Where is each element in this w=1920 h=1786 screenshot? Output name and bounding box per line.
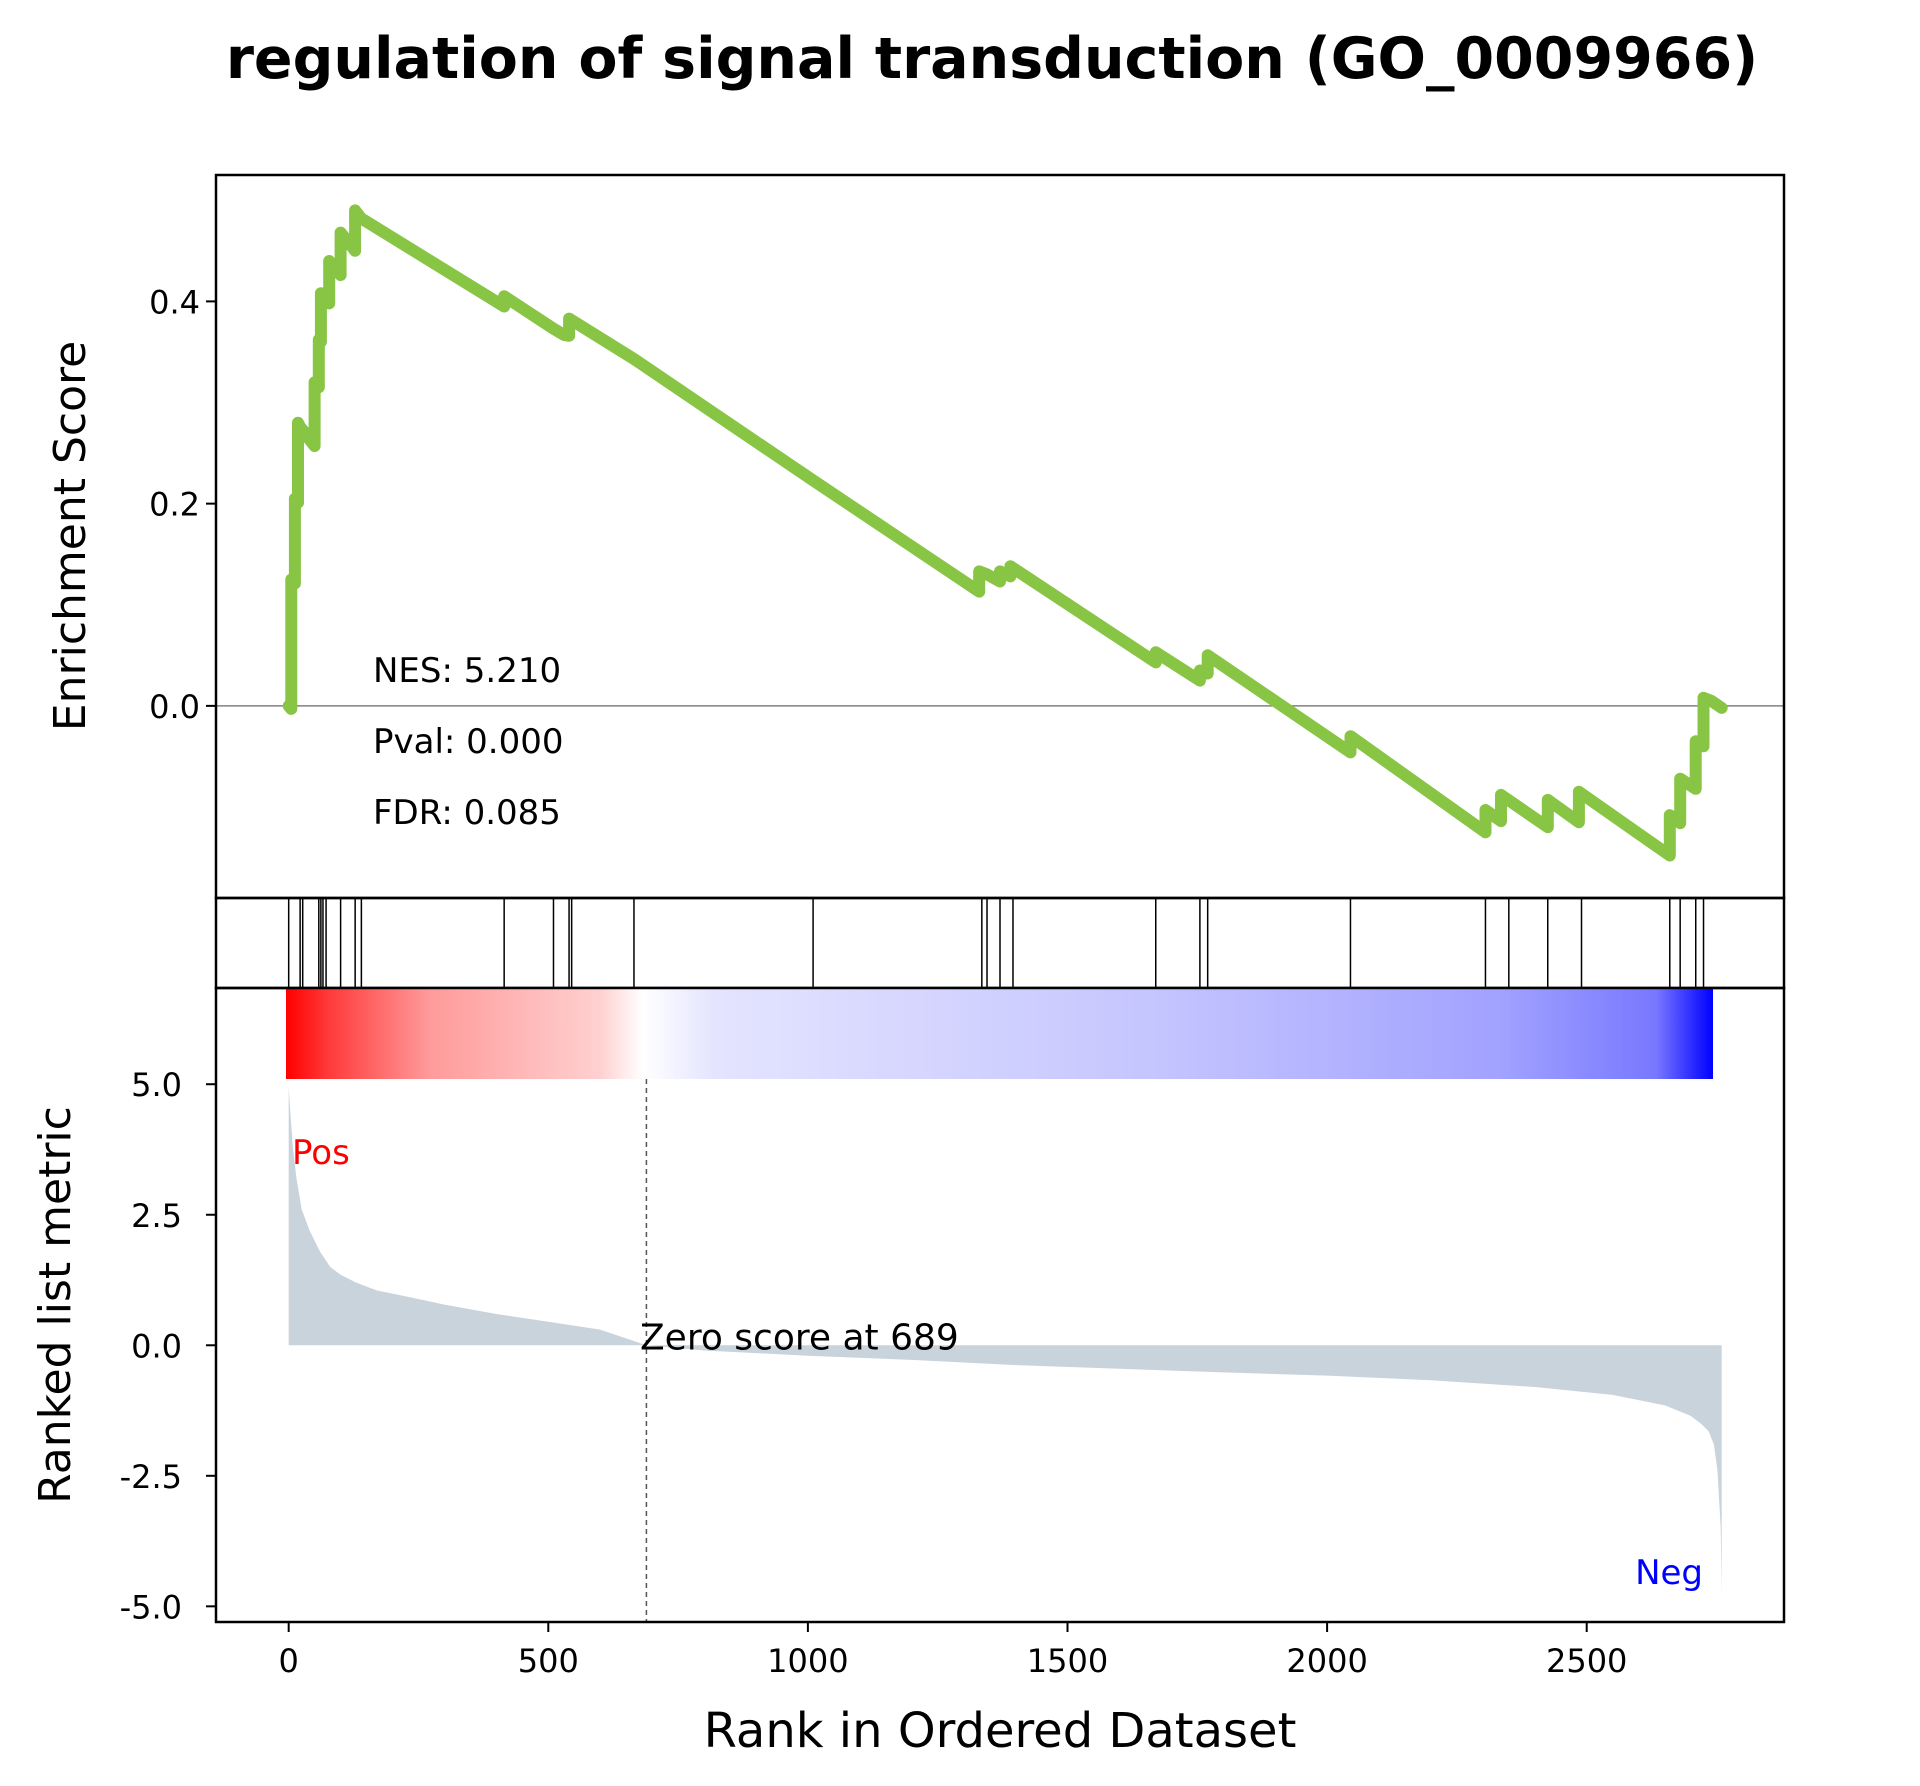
chart-title: regulation of signal transduction (GO_00…: [226, 26, 1758, 92]
rank-y-tick-label: 0.0: [131, 1327, 182, 1365]
es-y-ticks: 0.0 0.2 0.4: [149, 283, 216, 726]
rank-y-tick-label: 2.5: [131, 1197, 182, 1235]
es-y-tick-label: 0.4: [149, 283, 200, 321]
fdr-stat: FDR: 0.085: [373, 793, 561, 833]
x-tick-label: 500: [518, 1642, 579, 1680]
es-y-tick-label: 0.0: [149, 688, 200, 726]
x-tick-label: 1000: [767, 1642, 848, 1680]
zero-score-label: Zero score at 689: [640, 1317, 959, 1358]
rank-y-tick-label: -2.5: [120, 1458, 182, 1496]
neg-label: Neg: [1635, 1553, 1703, 1593]
hits-panel: [214, 896, 1786, 990]
ranked-y-label: Ranked list metric: [30, 1106, 81, 1504]
enrichment-y-label: Enrichment Score: [45, 341, 96, 731]
es-y-tick-label: 0.2: [149, 486, 200, 524]
pval-stat: Pval: 0.000: [373, 722, 564, 762]
x-tick-label: 2500: [1546, 1642, 1627, 1680]
rank-y-ticks: 5.0 2.5 0.0 -2.5 -5.0: [120, 1066, 216, 1626]
pos-label: Pos: [292, 1133, 350, 1173]
x-tick-label: 2000: [1286, 1642, 1367, 1680]
x-tick-label: 0: [279, 1642, 299, 1680]
x-axis-label: Rank in Ordered Dataset: [704, 1703, 1297, 1759]
gene-hit-ticks: [287, 898, 1705, 988]
nes-stat: NES: 5.210: [373, 651, 561, 691]
enrichment-score-line: [282, 204, 1728, 862]
rank-heat-bar: [286, 989, 1713, 1079]
ranked-metric-area: [288, 1086, 1722, 1596]
x-tick-label: 1500: [1027, 1642, 1108, 1680]
rank-y-tick-label: -5.0: [120, 1588, 182, 1626]
ranked-metric-panel: Zero score at 689 Pos Neg 5.0 2.5 0.0 -2.5 -…: [30, 986, 1786, 1626]
rank-y-tick-label: 5.0: [131, 1066, 182, 1104]
enrichment-panel: 0.0 0.2 0.4 NES: 5.210 Pval: 0.000 FDR: 0.…: [45, 173, 1786, 900]
enrichment-frame: [214, 173, 1786, 900]
ranked-metric-frame: [214, 986, 1786, 1624]
x-axis-ticks: 0 500 1000 1500 2000 2500: [279, 1622, 1627, 1680]
